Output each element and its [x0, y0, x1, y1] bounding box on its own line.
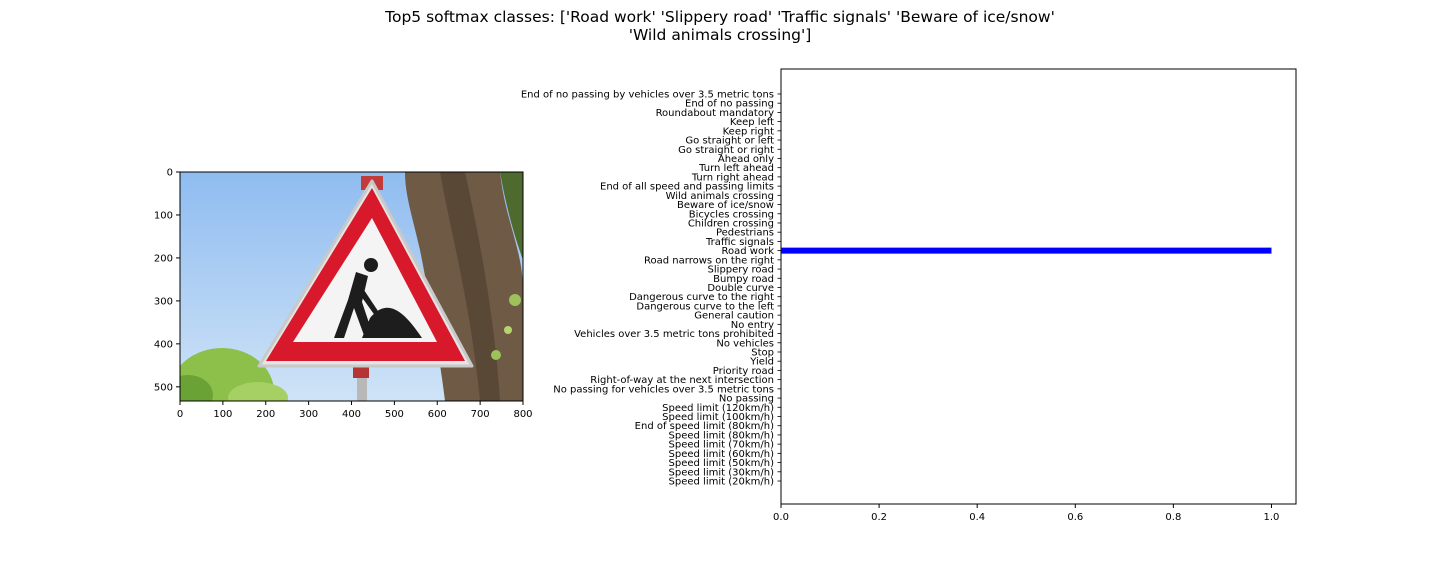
- image-ytick-label: 500: [154, 382, 173, 393]
- x-tick-label: 1.0: [1264, 512, 1280, 523]
- x-tick-label: 0.4: [969, 512, 985, 523]
- category-label: Pedestrians: [716, 228, 774, 239]
- category-label: Bumpy road: [713, 274, 774, 285]
- image-ytick-label: 300: [154, 296, 173, 307]
- figure-title-line-1: Top5 softmax classes: ['Road work' 'Slip…: [385, 8, 1055, 26]
- image-xtick-label: 200: [256, 409, 275, 420]
- category-label: Go straight or right: [678, 145, 774, 156]
- image-xtick-label: 100: [213, 409, 232, 420]
- category-labels: Speed limit (20km/h)Speed limit (30km/h)…: [521, 89, 781, 488]
- category-label: Stop: [751, 347, 774, 358]
- category-label: Priority road: [713, 366, 774, 377]
- x-tick-label: 0.8: [1165, 512, 1181, 523]
- category-label: Wild animals crossing: [666, 191, 774, 202]
- category-label: Keep right: [723, 126, 774, 137]
- category-label: Road narrows on the right: [644, 255, 774, 266]
- category-label: Slippery road: [708, 265, 774, 276]
- sign-photo: [180, 172, 523, 401]
- image-xtick-label: 800: [513, 409, 532, 420]
- category-label: No vehicles: [716, 338, 774, 349]
- category-label: Roundabout mandatory: [656, 108, 775, 119]
- category-label: General caution: [694, 311, 774, 322]
- figure-title: Top5 softmax classes: ['Road work' 'Slip…: [0, 8, 1440, 44]
- image-xtick-label: 600: [428, 409, 447, 420]
- figure-title-line-2: 'Wild animals crossing']: [628, 26, 812, 44]
- image-xtick-label: 500: [385, 409, 404, 420]
- category-label: Children crossing: [688, 218, 774, 229]
- image-ytick-label: 100: [154, 210, 173, 221]
- category-label: End of speed limit (80km/h): [635, 421, 774, 432]
- category-label: End of no passing by vehicles over 3.5 m…: [521, 89, 774, 100]
- category-label: Speed limit (100km/h): [662, 412, 774, 423]
- category-label: End of all speed and passing limits: [600, 182, 774, 193]
- sign-pole: [357, 362, 367, 401]
- x-tick-label: 0.6: [1067, 512, 1083, 523]
- image-xtick-label: 300: [299, 409, 318, 420]
- category-label: Ahead only: [718, 154, 774, 165]
- category-label: Right-of-way at the next intersection: [590, 375, 774, 386]
- image-ytick-label: 0: [167, 168, 173, 179]
- plot-frame: [780, 68, 1297, 505]
- category-label: Speed limit (50km/h): [669, 458, 775, 469]
- x-tick-label: 0.0: [773, 512, 789, 523]
- category-label: Go straight or left: [685, 136, 774, 147]
- category-label: No passing: [719, 394, 774, 405]
- category-label: Speed limit (60km/h): [669, 449, 775, 460]
- image-ytick-label: 400: [154, 339, 173, 350]
- road-work-symbol: [334, 258, 422, 338]
- image-xtick-label: 700: [471, 409, 490, 420]
- category-label: Traffic signals: [705, 237, 774, 248]
- category-label: End of no passing: [685, 99, 774, 110]
- category-label: No passing for vehicles over 3.5 metric …: [553, 384, 774, 395]
- category-label: Double curve: [707, 283, 774, 294]
- bar: [781, 247, 1272, 254]
- category-label: Speed limit (20km/h): [669, 477, 775, 488]
- bars: [781, 247, 1272, 254]
- category-label: Vehicles over 3.5 metric tons prohibited: [574, 329, 774, 340]
- category-label: Speed limit (120km/h): [662, 403, 774, 414]
- image-axes: 0 100 200 300 400 500 600 700 800 0 100 200 300 400 50…: [154, 168, 533, 421]
- category-label: Speed limit (80km/h): [669, 430, 775, 441]
- category-label: Speed limit (70km/h): [669, 440, 775, 451]
- image-xtick-label: 0: [177, 409, 183, 420]
- category-label: Bicycles crossing: [689, 209, 774, 220]
- category-label: Road work: [722, 246, 775, 257]
- category-label: Keep left: [730, 117, 774, 128]
- category-label: Speed limit (30km/h): [669, 467, 775, 478]
- x-axis: 0.0 0.2 0.4 0.6 0.8 1.0: [773, 504, 1279, 523]
- category-label: Dangerous curve to the left: [636, 301, 774, 312]
- category-label: No entry: [731, 320, 774, 331]
- category-label: Dangerous curve to the right: [629, 292, 774, 303]
- x-tick-label: 0.2: [871, 512, 887, 523]
- image-xtick-label: 400: [342, 409, 361, 420]
- category-label: Turn left ahead: [698, 163, 774, 174]
- category-label: Turn right ahead: [691, 172, 774, 183]
- category-label: Yield: [749, 357, 774, 368]
- image-ytick-label: 200: [154, 253, 173, 264]
- category-label: Beware of ice/snow: [677, 200, 774, 211]
